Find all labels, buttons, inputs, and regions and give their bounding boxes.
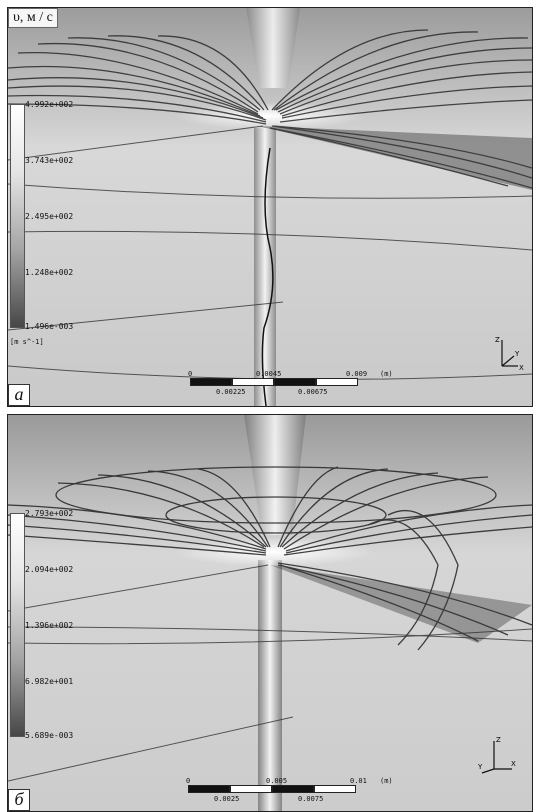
impingement-glow xyxy=(175,102,365,130)
scale-label: 0.00675 xyxy=(298,388,328,396)
panel-letter: б xyxy=(8,789,30,811)
legend-tick: 1.248e+002 xyxy=(25,268,74,277)
scale-segment xyxy=(316,378,358,386)
scale-segment xyxy=(190,378,232,386)
scale-label: 0.0075 xyxy=(298,795,324,803)
vortex-region xyxy=(270,565,532,643)
scale-segment xyxy=(188,785,230,793)
axis-label: X xyxy=(511,760,516,768)
scale-segment xyxy=(272,785,314,793)
scale-label: 0.009 xyxy=(346,370,368,378)
scale-segment xyxy=(314,785,356,793)
legend-tick: 5.689e-003 xyxy=(25,731,74,740)
streamlines xyxy=(8,466,532,651)
legend-tick: 1.496e-003 xyxy=(25,322,74,331)
axis-label: Y xyxy=(478,763,483,771)
legend-tick: 2.094e+002 xyxy=(25,565,74,574)
domain-lines xyxy=(8,564,532,782)
panel-letter: a xyxy=(8,384,30,406)
jet-column xyxy=(258,560,282,811)
scale-label: (m) xyxy=(380,777,393,785)
axis-label: Y xyxy=(514,350,520,358)
scale-bar: 0 0.0045 0.009 (m) 0.00225 0.00675 xyxy=(188,370,408,400)
legend-tick: 6.982e+001 xyxy=(25,677,74,686)
color-legend-bar xyxy=(10,513,25,737)
scale-label: 0.0025 xyxy=(214,795,240,803)
scale-bar: 0 0.005 0.01 (m) 0.0025 0.0075 xyxy=(186,777,406,807)
scale-segment xyxy=(230,785,272,793)
scale-label: 0 xyxy=(186,777,191,785)
scale-segment xyxy=(274,378,316,386)
legend-tick: 2.495e+002 xyxy=(25,212,74,221)
panel-a: υ, м / с 4.992e+002 3.743e+002 2.495e+00… xyxy=(7,7,533,407)
flow-scene-b xyxy=(8,415,532,811)
legend-tick: 3.743e+002 xyxy=(25,156,74,165)
impingement-glow xyxy=(174,537,374,567)
legend-tick: 2.793e+002 xyxy=(25,509,74,518)
scale-label: 0 xyxy=(188,370,193,378)
scale-label: 0.00225 xyxy=(216,388,246,396)
legend-unit: [m s^-1] xyxy=(10,338,44,346)
nozzle-jet xyxy=(246,8,300,88)
vortex-region xyxy=(258,126,532,190)
axis-label: Z xyxy=(496,736,501,744)
scale-segment xyxy=(232,378,274,386)
scale-label: (m) xyxy=(380,370,393,378)
trajectory xyxy=(261,147,274,406)
nozzle-jet xyxy=(244,415,306,535)
axis-triad: Z X Y xyxy=(478,736,516,774)
legend-tick: 1.396e+002 xyxy=(25,621,74,630)
scale-label: 0.01 xyxy=(350,777,367,785)
scale-label: 0.005 xyxy=(266,777,288,785)
axis-label: X xyxy=(519,364,524,372)
flow-scene-a xyxy=(8,8,532,406)
color-legend-bar xyxy=(10,104,25,328)
domain-lines xyxy=(8,125,532,380)
streamlines xyxy=(8,29,532,189)
axis-label: Z xyxy=(495,336,500,344)
panel-b: 2.793e+002 2.094e+002 1.396e+002 6.982e+… xyxy=(7,414,533,812)
legend-title: υ, м / с xyxy=(8,8,58,28)
legend-tick: 4.992e+002 xyxy=(25,100,74,109)
axis-triad: Z X Y xyxy=(495,336,524,372)
scale-label: 0.0045 xyxy=(256,370,282,378)
